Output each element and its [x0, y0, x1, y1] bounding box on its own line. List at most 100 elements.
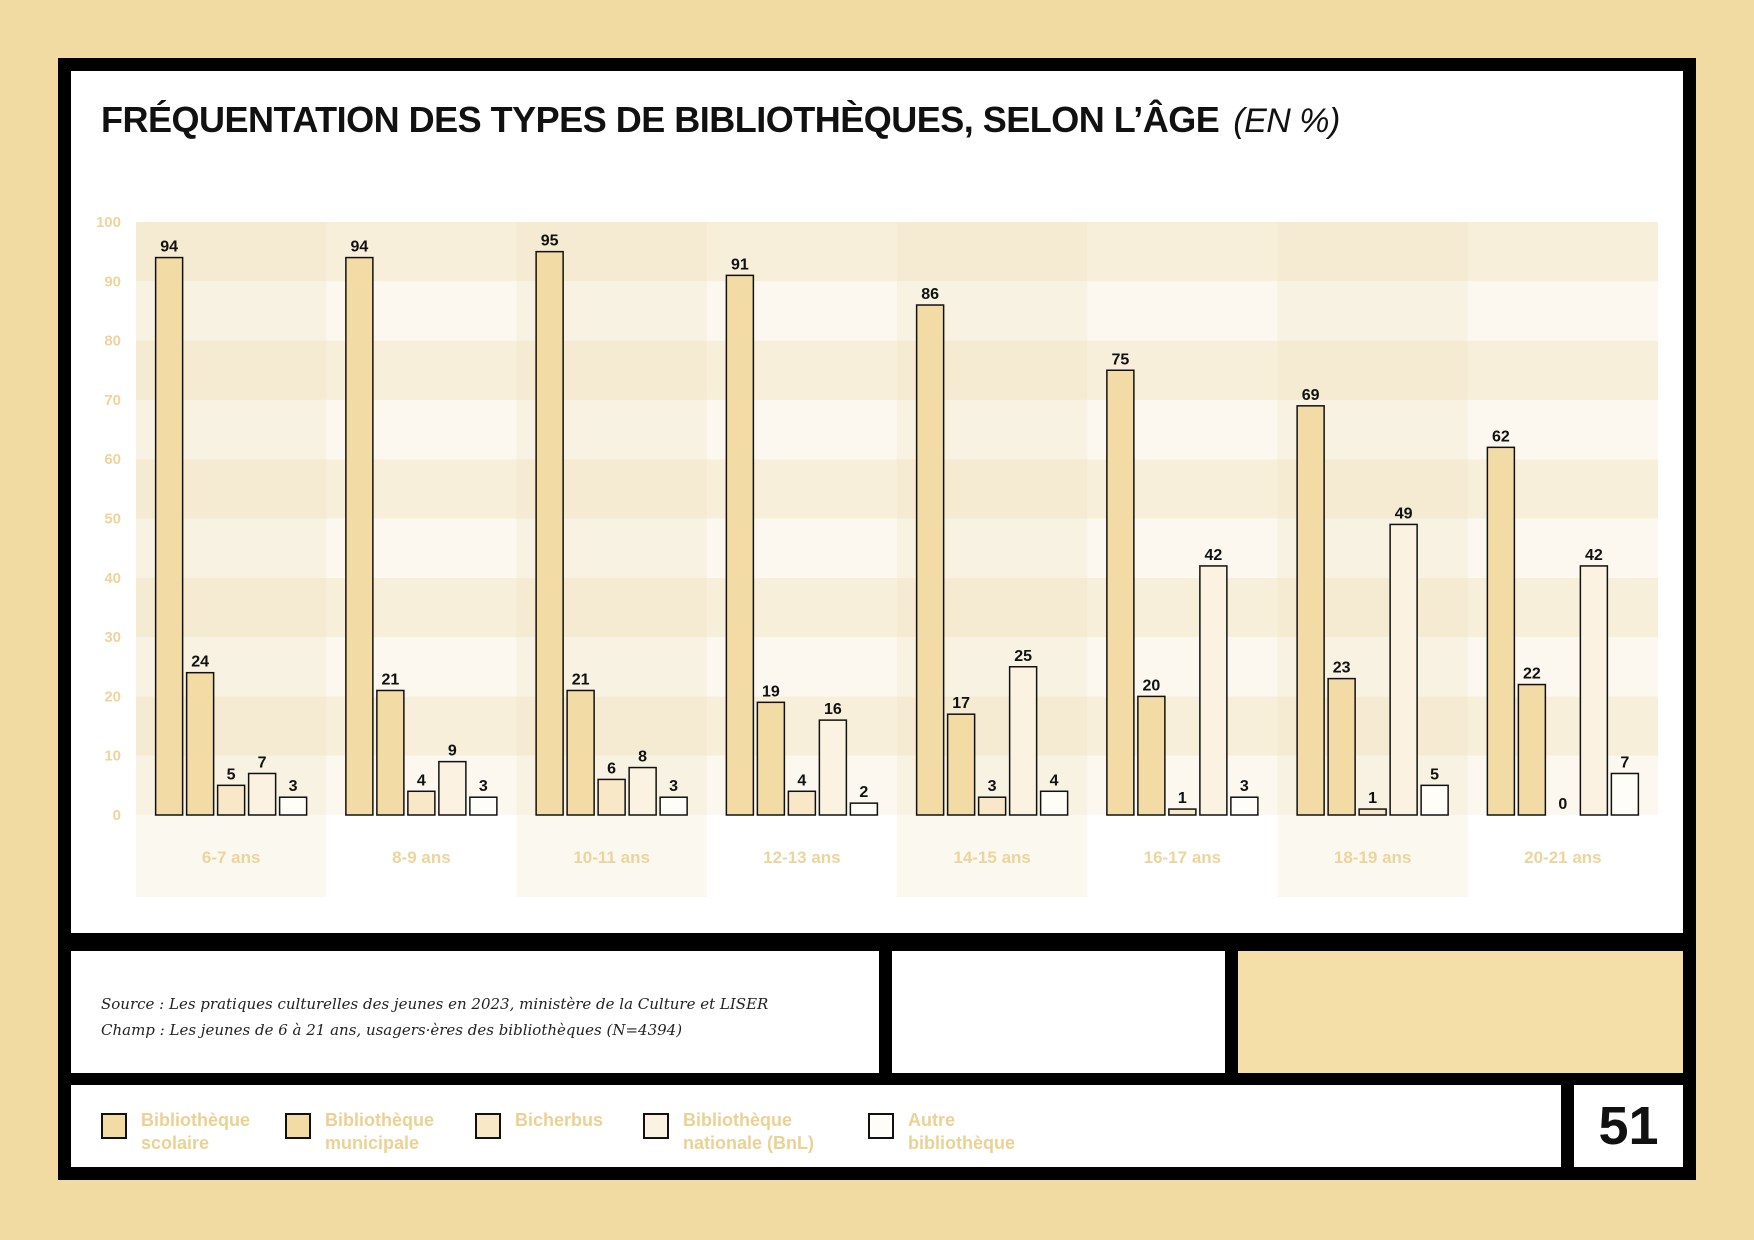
data-label: 23	[1333, 660, 1351, 677]
y-tick-label: 30	[104, 629, 121, 646]
source-panel: Source : Les pratiques culturelles des j…	[71, 951, 879, 1073]
bar	[915, 304, 945, 816]
bar	[1106, 369, 1135, 816]
bar	[407, 790, 436, 816]
data-label: 7	[258, 754, 267, 771]
legend: Bibliothèque scolaire Bibliothèque munic…	[71, 1085, 1561, 1167]
bar	[946, 713, 976, 816]
y-tick-label: 60	[104, 451, 121, 468]
chart-title: FRÉQUENTATION DES TYPES DE BIBLIOTHÈQUES…	[101, 99, 1340, 141]
x-tick-label: 18-19 ans	[1334, 848, 1412, 867]
legend-item-municipale: Bibliothèque municipale	[285, 1109, 434, 1155]
x-tick-label: 20-21 ans	[1524, 848, 1602, 867]
data-label: 94	[350, 239, 368, 256]
bar	[469, 796, 498, 816]
data-label: 3	[289, 778, 298, 795]
bar	[787, 790, 817, 816]
data-label: 5	[227, 766, 236, 783]
bar	[1358, 808, 1387, 816]
bar	[216, 784, 246, 816]
bar	[818, 719, 848, 816]
data-label: 21	[572, 671, 590, 688]
bar-chart: 6-7 ans 8-9 ans 10-11 ans 12-13 ans 14-15 an…	[96, 214, 1658, 897]
legend-item-bnl: Bibliothèque nationale (BnL)	[643, 1109, 814, 1155]
bar	[247, 772, 277, 816]
bar	[977, 796, 1007, 816]
x-tick-label: 16-17 ans	[1144, 848, 1222, 867]
grid-band	[136, 459, 1658, 519]
bar	[597, 778, 626, 816]
legend-item-scolaire: Bibliothèque scolaire	[101, 1109, 250, 1155]
bar	[1008, 666, 1038, 816]
scope-line: Champ : Les jeunes de 6 à 21 ans, usager…	[101, 1021, 683, 1039]
y-tick-label: 70	[104, 392, 121, 409]
y-tick-label: 50	[104, 511, 121, 528]
legend-swatch	[101, 1113, 127, 1139]
data-label: 8	[638, 749, 647, 766]
source-line: Source : Les pratiques culturelles des j…	[101, 995, 769, 1013]
x-tick-label: 14-15 ans	[953, 848, 1031, 867]
bar	[438, 760, 467, 816]
data-label: 69	[1302, 387, 1320, 404]
data-label: 3	[479, 778, 488, 795]
blank-panel	[892, 951, 1225, 1073]
bar	[1420, 784, 1449, 816]
data-label: 3	[669, 778, 678, 795]
bar	[659, 796, 688, 816]
x-tick-label: 6-7 ans	[202, 848, 261, 867]
data-label: 49	[1395, 505, 1413, 522]
data-label: 6	[607, 760, 616, 777]
bar	[1168, 808, 1197, 816]
data-label: 1	[1368, 790, 1377, 807]
legend-item-autre: Autre bibliothèque	[868, 1109, 1015, 1155]
bar	[1230, 796, 1259, 816]
data-label: 86	[921, 286, 939, 303]
data-label: 95	[541, 233, 559, 250]
bar	[376, 689, 405, 816]
grid-band	[136, 281, 1658, 341]
data-label: 19	[762, 683, 780, 700]
bar	[849, 802, 879, 816]
legend-swatch	[475, 1113, 501, 1139]
data-label: 94	[160, 239, 178, 256]
grid-band	[136, 399, 1658, 460]
y-tick-label: 40	[104, 570, 121, 587]
data-label: 3	[988, 778, 997, 795]
bar	[1137, 695, 1166, 816]
y-tick-label: 0	[113, 807, 121, 824]
data-label: 20	[1142, 677, 1160, 694]
bar	[185, 671, 215, 816]
bar	[345, 256, 374, 816]
decorative-tan-panel	[1238, 951, 1683, 1073]
bar	[1039, 790, 1069, 816]
bar	[1486, 446, 1516, 816]
data-label: 4	[1050, 772, 1059, 789]
data-label: 91	[731, 256, 749, 273]
chart-title-text: FRÉQUENTATION DES TYPES DE BIBLIOTHÈQUES…	[101, 99, 1220, 140]
legend-label: Bibliothèque municipale	[325, 1110, 434, 1153]
data-label: 75	[1111, 351, 1129, 368]
bar	[725, 274, 755, 816]
data-label: 42	[1204, 547, 1222, 564]
grid-band	[136, 340, 1658, 400]
legend-item-bicherbus: Bicherbus	[475, 1109, 603, 1139]
x-tick-label: 10-11 ans	[573, 848, 650, 867]
y-tick-label: 90	[104, 273, 121, 290]
data-label: 17	[952, 695, 970, 712]
legend-label: Bicherbus	[515, 1110, 604, 1130]
legend-label: Autre bibliothèque	[908, 1110, 1015, 1153]
data-label: 7	[1620, 754, 1629, 771]
data-label: 4	[797, 772, 806, 789]
bar	[1389, 523, 1418, 816]
data-label: 9	[448, 743, 457, 760]
bar	[756, 701, 786, 816]
y-tick-label: 100	[96, 214, 121, 231]
legend-swatch	[868, 1113, 894, 1139]
legend-label: Bibliothèque nationale (BnL)	[683, 1110, 814, 1153]
data-label: 25	[1014, 648, 1032, 665]
chart-title-unit: (EN %)	[1233, 102, 1340, 140]
grid-band	[136, 222, 1658, 282]
legend-swatch	[285, 1113, 311, 1139]
data-label: 16	[824, 701, 842, 718]
y-tick-label: 80	[104, 333, 121, 350]
